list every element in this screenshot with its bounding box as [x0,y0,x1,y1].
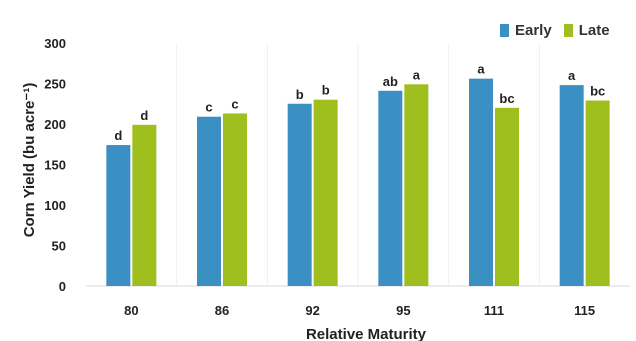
bar-late-111 [495,107,519,286]
bar-early-95 [378,90,403,286]
y-tick-label: 200 [44,117,66,132]
significance-label-late-95: a [413,67,421,82]
significance-label-early-111: a [477,62,485,77]
significance-label-late-111: bc [499,91,514,106]
significance-label-late-80: d [140,108,148,123]
bar-late-115 [585,100,610,286]
x-tick-label: 86 [215,303,229,318]
bar-early-92 [287,103,312,286]
x-tick-label: 95 [396,303,410,318]
significance-label-early-92: b [296,87,304,102]
bar-late-80 [132,124,157,286]
legend-item-early: Early [500,22,552,39]
bar-late-86 [223,113,247,286]
significance-label-late-115: bc [590,84,605,99]
significance-label-early-115: a [568,68,576,83]
y-tick-label: 0 [59,279,66,294]
y-tick-label: 250 [44,77,66,92]
x-tick-label: 111 [484,303,504,318]
y-tick-label: 50 [52,239,66,254]
legend: Early Late [500,22,622,39]
legend-swatch-late [563,24,573,37]
legend-item-late: Late [563,22,610,39]
y-tick-label: 100 [44,198,66,213]
x-axis-label: Relative Maturity [306,326,427,341]
bar-early-115 [559,85,584,287]
y-tick-label: 150 [44,158,66,173]
significance-label-early-86: c [205,100,212,115]
x-tick-label: 92 [305,303,319,318]
legend-swatch-early [500,24,509,37]
y-tick-label: 300 [44,36,66,51]
bar-late-92 [313,99,338,286]
significance-label-early-80: d [114,128,122,143]
x-tick-label: 115 [574,303,595,318]
legend-label-early: Early [515,22,552,39]
y-axis-label: Corn Yield (bu acre⁻¹) [21,83,38,238]
significance-label-late-86: c [231,96,238,111]
legend-label-late: Late [578,22,610,39]
bar-early-86 [197,116,221,287]
bar-early-111 [469,78,493,286]
significance-label-late-92: b [322,83,330,98]
significance-label-early-95: ab [383,74,398,89]
bar-late-95 [404,84,429,286]
bar-early-80 [106,145,131,286]
x-tick-label: 80 [124,303,138,318]
